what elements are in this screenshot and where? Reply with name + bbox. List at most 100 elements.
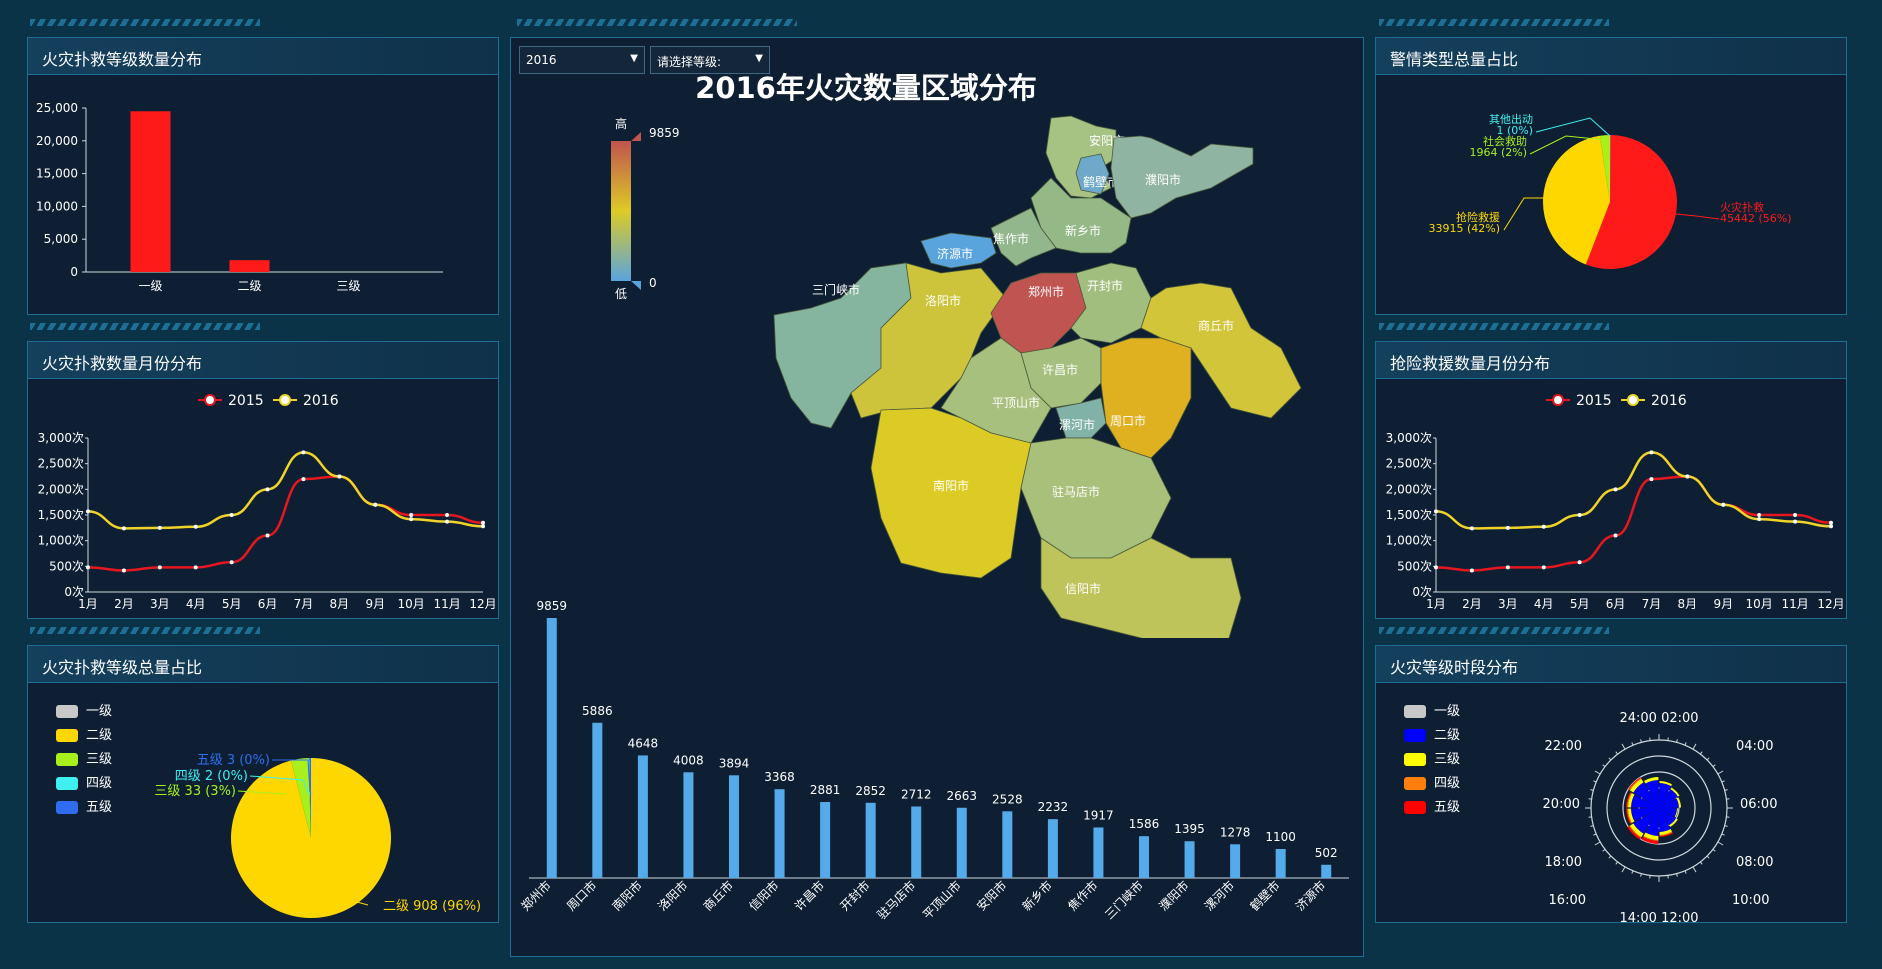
map-region[interactable] (1070, 262, 1152, 344)
region-label: 信阳市 (1065, 581, 1101, 596)
legend-item[interactable]: 五级 (56, 800, 112, 824)
level-time-polar-chart: 24:00 02:00 04:00 06:00 08:00 10:00 14:00 12:… (1543, 711, 1778, 922)
region-label: 洛阳市 (925, 293, 961, 308)
map-region[interactable] (1075, 153, 1110, 195)
data-point (409, 513, 414, 517)
label-line (249, 775, 310, 795)
polar-tick (1631, 742, 1634, 746)
visual-map-bar (611, 141, 631, 281)
data-point (1685, 474, 1690, 479)
polar-bar (1659, 829, 1673, 835)
panel-decoration (1379, 323, 1609, 330)
legend-item[interactable]: 四级 (1404, 776, 1460, 800)
bar (1047, 819, 1058, 878)
polar-tick (1608, 757, 1612, 761)
legend-item[interactable]: 一级 (1404, 704, 1460, 728)
data-point (301, 450, 306, 455)
map-region[interactable] (1040, 537, 1242, 638)
legend-label: 一级 (1434, 704, 1461, 719)
polar-bar (1659, 808, 1671, 832)
panel-decoration (30, 323, 260, 330)
pie-slice (1599, 135, 1610, 202)
slice-value: 33915 (42%) (1428, 222, 1500, 235)
polar-bar (1659, 808, 1677, 826)
legend-swatch (1404, 705, 1426, 718)
legend-item[interactable]: 一级 (56, 704, 112, 728)
bar (1184, 841, 1195, 878)
map-region[interactable] (920, 232, 997, 269)
polar-bar (1641, 836, 1659, 844)
legend-label: 2016 (303, 393, 339, 409)
polar-tick (1676, 873, 1678, 877)
x-tick-label: 10月 (1746, 597, 1773, 611)
x-tick-label: 济源市 (1292, 878, 1328, 914)
legend-item[interactable]: 五级 (1404, 800, 1460, 824)
slice-label: 二级 908 (96%) (383, 899, 481, 914)
x-tick-label: 7月 (1642, 597, 1662, 611)
region-label: 新乡市 (1065, 223, 1101, 238)
legend-label: 2016 (1651, 393, 1687, 409)
polar-tick (1590, 825, 1594, 827)
label-line (1535, 117, 1611, 137)
bar-value-label: 4008 (673, 753, 704, 767)
polar-bar (1628, 808, 1635, 823)
region-label: 漯河市 (1059, 417, 1095, 432)
y-tick-label: 1,500次 (1386, 508, 1432, 522)
min-label: 0 (649, 276, 657, 290)
polar-tick (1594, 841, 1601, 846)
visual-map-legend[interactable]: 高 9859 0 低 (591, 116, 681, 316)
bar (729, 775, 739, 878)
legend-item[interactable]: 三级 (1404, 752, 1460, 776)
x-tick-label: 9月 (1713, 597, 1733, 611)
panel-title: 火灾扑救等级总量占比 (42, 658, 203, 677)
region-label: 焦作市 (993, 231, 1029, 246)
legend-item[interactable]: 二级 (56, 728, 112, 752)
level-select[interactable]: 请选择等级: ▼ (650, 46, 770, 74)
polar-tick (1621, 743, 1626, 750)
fire-level-legend: 一级 二级 三级 四级 五级 (56, 704, 112, 824)
polar-tick (1712, 764, 1716, 768)
panel-map: 2016 ▼ 请选择等级: ▼ 2016年火灾数量区域分布 高 9859 0 低 安阳市 鹤… (510, 37, 1364, 957)
legend-item[interactable]: 二级 (1404, 728, 1460, 752)
legend-item[interactable]: 三级 (56, 752, 112, 776)
data-point (1541, 565, 1546, 570)
x-tick-label: 8月 (330, 597, 350, 611)
x-tick-label: 二级 (237, 279, 261, 293)
polar-bar (1644, 777, 1659, 784)
x-tick-label: 驻马店市 (874, 878, 919, 923)
y-tick-label: 2,500次 (1386, 457, 1432, 471)
polar-bar (1659, 808, 1677, 817)
map-region[interactable] (1110, 135, 1254, 219)
panel-rescue-monthly: 抢险救援数量月份分布 2015 2016 0次 500次 1,000次 1,500次 2,0… (1375, 341, 1847, 619)
panel-decoration (30, 627, 260, 634)
data-point (301, 477, 306, 482)
legend-label: 三级 (1434, 752, 1461, 767)
fire-level-pie-chart: 二级 908 (96%) 三级 33 (3%)四级 2 (0%)五级 3 (0%) (154, 753, 481, 918)
rescue-monthly-line-chart: 2015 2016 0次 500次 1,000次 1,500次 2,000次 2,500次 3,… (1386, 393, 1845, 611)
polar-tick (1602, 848, 1606, 852)
bar (1093, 827, 1104, 878)
region-label: 济源市 (937, 246, 973, 261)
bar (911, 806, 922, 878)
year-select[interactable]: 2016 ▼ (519, 46, 645, 74)
data-point (1577, 560, 1582, 565)
hour-label: 04:00 (1736, 739, 1773, 754)
map-region[interactable] (870, 407, 1032, 579)
map-region[interactable] (1100, 337, 1192, 459)
bar-value-label: 1917 (1083, 808, 1114, 822)
polar-bar (1629, 823, 1644, 838)
x-tick-label: 许昌市 (791, 878, 827, 914)
polar-tick (1706, 855, 1710, 859)
y-tick-label: 1,000次 (1386, 534, 1432, 548)
data-point (121, 526, 126, 531)
map-region[interactable] (1020, 437, 1172, 559)
data-point (229, 560, 234, 565)
label-line (337, 896, 369, 906)
data-point (445, 513, 450, 517)
x-tick-label: 9月 (365, 597, 385, 611)
legend-item[interactable]: 四级 (56, 776, 112, 800)
map-region[interactable] (990, 207, 1057, 267)
x-tick-label: 2月 (114, 597, 134, 611)
polar-tick (1717, 770, 1724, 775)
